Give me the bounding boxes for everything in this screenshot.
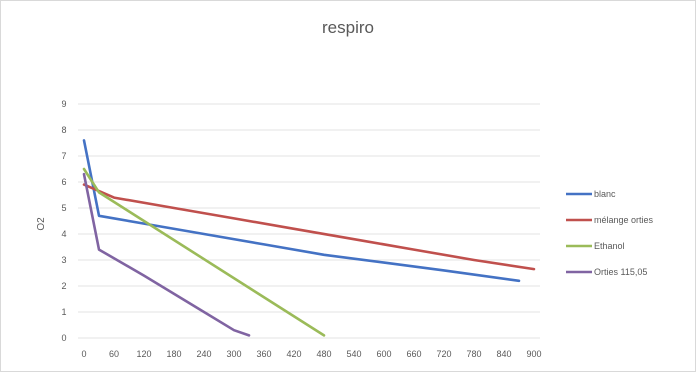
x-tick-label: 0 <box>81 349 86 359</box>
x-tick-label: 60 <box>109 349 119 359</box>
x-tick-label: 840 <box>496 349 511 359</box>
chart-title: respiro <box>322 18 374 37</box>
series-lines <box>82 139 536 337</box>
x-tick-label: 420 <box>286 349 301 359</box>
x-tick-label: 180 <box>166 349 181 359</box>
legend-label: blanc <box>594 189 616 199</box>
y-tick-label: 3 <box>61 255 66 265</box>
x-tick-label: 300 <box>226 349 241 359</box>
series-line-m-lange-orties <box>82 183 536 271</box>
legend-label: mélange orties <box>594 215 654 225</box>
x-tick-label: 720 <box>436 349 451 359</box>
y-tick-label: 6 <box>61 177 66 187</box>
x-tick-label: 480 <box>316 349 331 359</box>
legend-label: Orties 115,05 <box>594 267 647 277</box>
legend-label: Ethanol <box>594 241 625 251</box>
x-tick-label: 240 <box>196 349 211 359</box>
x-tick-label: 780 <box>466 349 481 359</box>
x-tick-label: 540 <box>346 349 361 359</box>
legend: blanc mélange orties Ethanol Orties 115,05 <box>566 189 654 277</box>
gridlines <box>78 103 540 339</box>
y-tick-label: 7 <box>61 151 66 161</box>
y-axis-ticks: 0 1 2 3 4 5 6 7 8 9 <box>61 99 66 343</box>
series-line-orties-115-05 <box>82 172 251 337</box>
series-line-blanc <box>82 139 521 283</box>
y-tick-label: 9 <box>61 99 66 109</box>
x-tick-label: 360 <box>256 349 271 359</box>
x-tick-label: 120 <box>136 349 151 359</box>
y-tick-label: 1 <box>61 307 66 317</box>
x-tick-label: 660 <box>406 349 421 359</box>
y-tick-label: 8 <box>61 125 66 135</box>
y-tick-label: 2 <box>61 281 66 291</box>
y-axis-label: O2 <box>36 217 47 231</box>
x-tick-label: 900 <box>526 349 541 359</box>
y-tick-label: 0 <box>61 333 66 343</box>
x-tick-label: 600 <box>376 349 391 359</box>
y-tick-label: 4 <box>61 229 66 239</box>
y-tick-label: 5 <box>61 203 66 213</box>
series-line-ethanol <box>82 167 326 337</box>
x-axis-ticks: 0 60 120 180 240 300 360 420 480 540 600 660 720 780 8… <box>81 349 541 359</box>
